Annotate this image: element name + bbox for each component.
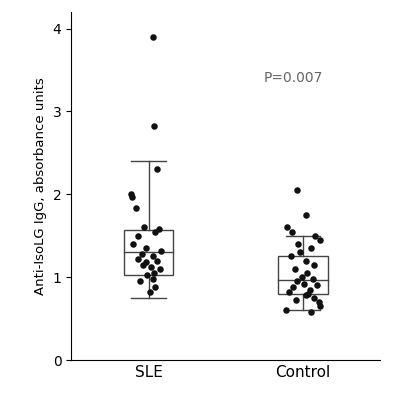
- Point: [293, 297, 299, 304]
- Bar: [124, 230, 173, 276]
- Point: [143, 259, 149, 266]
- Point: [308, 309, 314, 315]
- Point: [158, 248, 164, 254]
- Point: [151, 270, 157, 276]
- Point: [289, 228, 295, 235]
- Point: [129, 194, 135, 200]
- Point: [316, 303, 323, 309]
- Point: [291, 266, 298, 272]
- Point: [308, 245, 314, 251]
- Point: [128, 191, 134, 198]
- Bar: [278, 256, 327, 294]
- Point: [148, 264, 154, 270]
- Point: [147, 289, 153, 295]
- Point: [295, 241, 302, 247]
- Point: [287, 253, 294, 260]
- Point: [290, 284, 296, 290]
- Text: P=0.007: P=0.007: [264, 71, 324, 85]
- Point: [135, 232, 142, 239]
- Point: [141, 224, 147, 231]
- Point: [152, 228, 158, 235]
- Point: [304, 270, 310, 276]
- Point: [299, 274, 305, 280]
- Point: [310, 276, 316, 282]
- Point: [135, 256, 142, 262]
- Point: [286, 289, 292, 295]
- Point: [150, 34, 156, 40]
- Point: [297, 249, 303, 256]
- Point: [294, 278, 301, 284]
- Point: [303, 257, 309, 264]
- Point: [303, 292, 309, 298]
- Point: [150, 276, 156, 282]
- Point: [154, 166, 160, 173]
- Point: [284, 224, 291, 231]
- Point: [301, 280, 307, 287]
- Point: [139, 251, 145, 257]
- Y-axis label: Anti-IsoLG IgG, absorbance units: Anti-IsoLG IgG, absorbance units: [34, 77, 47, 295]
- Point: [307, 286, 313, 293]
- Point: [154, 257, 160, 264]
- Point: [316, 237, 323, 243]
- Point: [143, 245, 149, 251]
- Point: [140, 262, 146, 268]
- Point: [151, 123, 157, 130]
- Point: [144, 272, 150, 279]
- Point: [283, 307, 289, 314]
- Point: [133, 204, 139, 211]
- Point: [150, 253, 156, 260]
- Point: [315, 299, 322, 305]
- Point: [155, 226, 162, 232]
- Point: [305, 290, 312, 297]
- Point: [156, 266, 163, 272]
- Point: [314, 282, 320, 289]
- Point: [137, 278, 143, 284]
- Point: [130, 241, 136, 247]
- Point: [303, 212, 309, 218]
- Point: [311, 262, 317, 268]
- Point: [311, 295, 317, 301]
- Point: [312, 232, 318, 239]
- Point: [152, 284, 158, 290]
- Point: [294, 187, 301, 193]
